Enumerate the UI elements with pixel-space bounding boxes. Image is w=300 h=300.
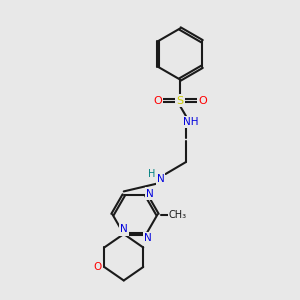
Text: O: O bbox=[198, 95, 207, 106]
Text: N: N bbox=[144, 232, 152, 243]
Text: N: N bbox=[146, 188, 154, 199]
Text: CH₃: CH₃ bbox=[169, 209, 187, 220]
Text: N: N bbox=[157, 173, 164, 184]
Text: O: O bbox=[153, 95, 162, 106]
Text: O: O bbox=[94, 262, 102, 272]
Text: N: N bbox=[120, 224, 127, 235]
Text: H: H bbox=[148, 169, 155, 179]
Text: NH: NH bbox=[183, 117, 198, 127]
Text: S: S bbox=[176, 95, 184, 106]
